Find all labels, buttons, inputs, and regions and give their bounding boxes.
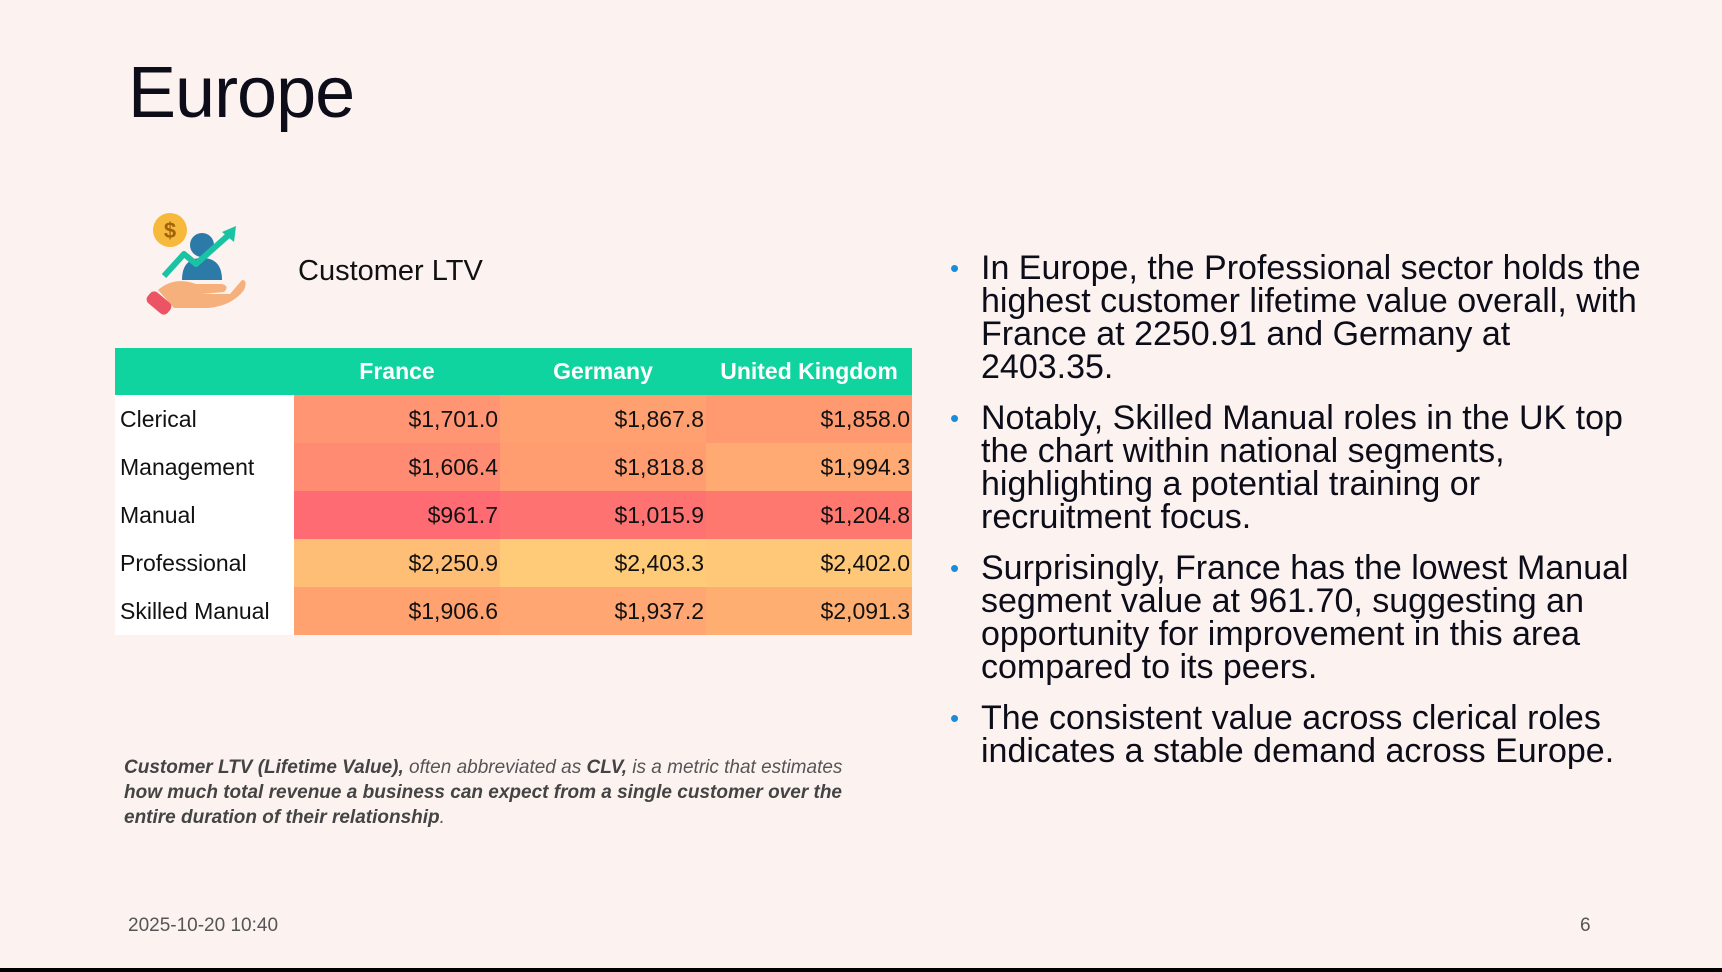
table-row: Manual $961.7 $1,015.9 $1,204.8 [115, 491, 912, 539]
row-label: Management [115, 443, 294, 491]
table-cell: $2,091.3 [706, 587, 912, 635]
row-label: Clerical [115, 395, 294, 443]
page-number: 6 [1580, 915, 1591, 936]
row-label: Manual [115, 491, 294, 539]
svg-text:$: $ [164, 218, 176, 243]
row-label: Skilled Manual [115, 587, 294, 635]
table-cell: $1,818.8 [500, 443, 706, 491]
table-cell: $1,867.8 [500, 395, 706, 443]
slide-title: Europe [128, 53, 355, 133]
table-cell: $1,937.2 [500, 587, 706, 635]
column-header: France [294, 348, 500, 395]
bullet-icon: • [950, 703, 960, 733]
table-row: Skilled Manual $1,906.6 $1,937.2 $2,091.… [115, 587, 912, 635]
table-row: Management $1,606.4 $1,818.8 $1,994.3 [115, 443, 912, 491]
row-label: Professional [115, 539, 294, 587]
table-cell: $1,994.3 [706, 443, 912, 491]
table-cell: $1,906.6 [294, 587, 500, 635]
insight-bullets: • In Europe, the Professional sector hol… [946, 249, 1646, 786]
column-header: United Kingdom [706, 348, 912, 395]
table-cell: $1,204.8 [706, 491, 912, 539]
bullet-item: • Surprisingly, France has the lowest Ma… [950, 549, 1629, 686]
table-cell: $961.7 [294, 491, 500, 539]
table-cell: $1,701.0 [294, 395, 500, 443]
table-cell: $2,250.9 [294, 539, 500, 587]
table-cell: $1,606.4 [294, 443, 500, 491]
table-cell: $1,015.9 [500, 491, 706, 539]
table-cell: $2,402.0 [706, 539, 912, 587]
table-cell: $2,403.3 [500, 539, 706, 587]
ltv-definition-note: Customer LTV (Lifetime Value), often abb… [124, 757, 843, 828]
customer-ltv-icon: $ [146, 213, 246, 315]
table-cell: $1,858.0 [706, 395, 912, 443]
bullet-item: • In Europe, the Professional sector hol… [950, 249, 1641, 386]
bullet-item: • Notably, Skilled Manual roles in the U… [950, 399, 1623, 536]
table-row: Clerical $1,701.0 $1,867.8 $1,858.0 [115, 395, 912, 443]
bullet-icon: • [950, 253, 960, 283]
bullet-icon: • [950, 403, 960, 433]
section-label: Customer LTV [298, 255, 483, 287]
table-header-row: France Germany United Kingdom [115, 348, 912, 395]
customer-ltv-table: France Germany United Kingdom Clerical $… [115, 348, 912, 635]
table-row: Professional $2,250.9 $2,403.3 $2,402.0 [115, 539, 912, 587]
column-header: Germany [500, 348, 706, 395]
footer-date: 2025-10-20 10:40 [128, 915, 279, 936]
bullet-item: • The consistent value across clerical r… [950, 699, 1615, 770]
table-corner-cell [115, 348, 294, 395]
bullet-icon: • [950, 553, 960, 583]
